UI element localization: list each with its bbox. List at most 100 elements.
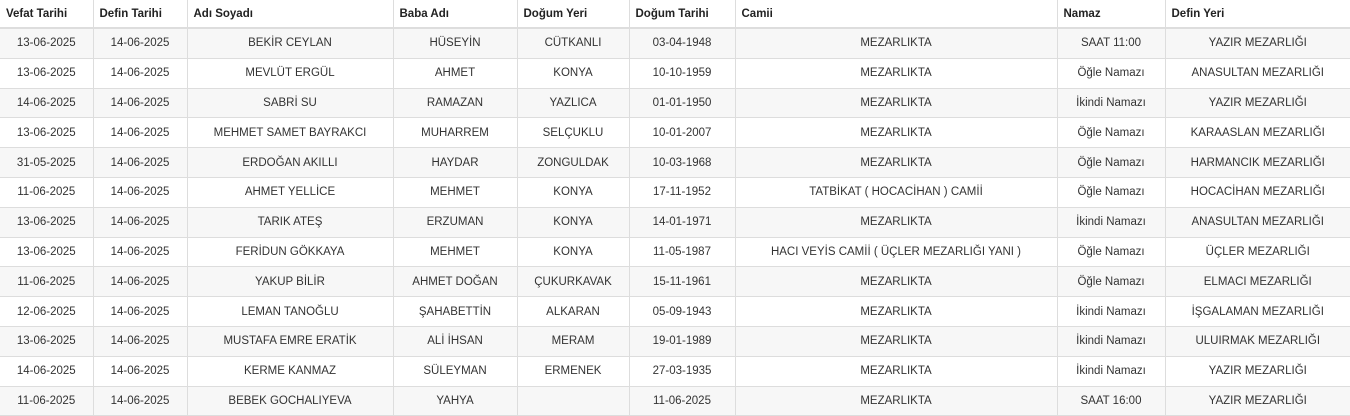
cell-dogum-tarihi: 03-04-1948 [629,28,736,59]
table-row[interactable]: 13-06-2025 14-06-2025 MEHMET SAMET BAYRAKC… [0,117,1350,149]
cell-dogum-yeri: MERAM [517,326,630,357]
cell-camii: MEZARLIKTA [735,326,1058,357]
table-row[interactable]: 11-06-2025 14-06-2025 BEBEK GOCHALIYEVA YAH… [0,386,1350,416]
cell-vefat-tarihi: 31-05-2025 [0,147,94,178]
cell-baba-adi: YAHYA [393,386,518,416]
cell-dogum-tarihi: 17-11-1952 [629,177,736,208]
cell-dogum-tarihi: 14-01-1971 [629,207,736,238]
cell-defin-tarihi: 14-06-2025 [93,88,188,119]
table-row[interactable]: 13-06-2025 14-06-2025 TARIK ATEŞ ERZUMAN KON… [0,207,1350,238]
cell-camii: MEZARLIKTA [735,88,1058,119]
header-camii[interactable]: Camii [735,0,1058,29]
header-defin-yeri[interactable]: Defin Yeri [1165,0,1350,29]
cell-adi-soyadi: BEBEK GOCHALIYEVA [187,386,394,416]
cell-defin-yeri: KARAASLAN MEZARLIĞI [1165,117,1350,149]
cell-defin-yeri: ANASULTAN MEZARLIĞI [1165,207,1350,238]
cell-dogum-yeri: KONYA [517,207,630,238]
cell-dogum-yeri: KONYA [517,177,630,208]
cell-adi-soyadi: SABRİ SU [187,88,394,119]
cell-defin-yeri: YAZIR MEZARLIĞI [1165,356,1350,387]
cell-dogum-yeri: KONYA [517,58,630,89]
cell-baba-adi: RAMAZAN [393,88,518,119]
table-row[interactable]: 14-06-2025 14-06-2025 SABRİ SU RAMAZAN YAZLI… [0,88,1350,119]
cell-dogum-tarihi: 15-11-1961 [629,266,736,298]
header-defin-tarihi[interactable]: Defin Tarihi [93,0,188,29]
cell-baba-adi: MUHARREM [393,117,518,149]
cell-camii: MEZARLIKTA [735,117,1058,149]
cell-vefat-tarihi: 11-06-2025 [0,177,94,208]
cell-namaz: Öğle Namazı [1057,58,1166,89]
cell-defin-tarihi: 14-06-2025 [93,266,188,298]
cell-dogum-tarihi: 10-03-1968 [629,147,736,178]
cell-namaz: İkindi Namazı [1057,356,1166,387]
cell-defin-yeri: İŞGALAMAN MEZARLIĞI [1165,296,1350,327]
cell-vefat-tarihi: 13-06-2025 [0,28,94,59]
cell-defin-yeri: ÜÇLER MEZARLIĞI [1165,237,1350,268]
table-row[interactable]: 14-06-2025 14-06-2025 KERME KANMAZ SÜLEYMAN… [0,356,1350,387]
cell-dogum-yeri: KONYA [517,237,630,268]
cell-dogum-yeri: YAZLICA [517,88,630,119]
cell-dogum-tarihi: 27-03-1935 [629,356,736,387]
cell-vefat-tarihi: 14-06-2025 [0,356,94,387]
cell-baba-adi: HAYDAR [393,147,518,178]
cell-defin-tarihi: 14-06-2025 [93,147,188,178]
cell-defin-tarihi: 14-06-2025 [93,28,188,59]
cell-defin-yeri: YAZIR MEZARLIĞI [1165,28,1350,59]
header-dogum-tarihi[interactable]: Doğum Tarihi [629,0,736,29]
table-row[interactable]: 11-06-2025 14-06-2025 AHMET YELLİCE MEHMET K… [0,177,1350,208]
cell-camii: MEZARLIKTA [735,58,1058,89]
cell-baba-adi: MEHMET [393,177,518,208]
cell-namaz: Öğle Namazı [1057,237,1166,268]
cell-adi-soyadi: YAKUP BİLİR [187,266,394,298]
cell-defin-tarihi: 14-06-2025 [93,117,188,149]
cell-dogum-yeri [517,386,630,416]
cell-defin-tarihi: 14-06-2025 [93,207,188,238]
header-adi-soyadi[interactable]: Adı Soyadı [187,0,394,29]
cell-defin-yeri: ULUIRMAK MEZARLIĞI [1165,326,1350,357]
table-row[interactable]: 13-06-2025 14-06-2025 MEVLÜT ERGÜL AHMET KON… [0,58,1350,89]
cell-namaz: İkindi Namazı [1057,88,1166,119]
cell-dogum-tarihi: 10-01-2007 [629,117,736,149]
cell-adi-soyadi: TARIK ATEŞ [187,207,394,238]
cell-namaz: SAAT 16:00 [1057,386,1166,416]
cell-defin-yeri: YAZIR MEZARLIĞI [1165,386,1350,416]
cell-namaz: İkindi Namazı [1057,326,1166,357]
cell-adi-soyadi: BEKİR CEYLAN [187,28,394,59]
cell-namaz: Öğle Namazı [1057,266,1166,298]
header-vefat-tarihi[interactable]: Vefat Tarihi [0,0,94,29]
cell-adi-soyadi: FERİDUN GÖKKAYA [187,237,394,268]
table-row[interactable]: 11-06-2025 14-06-2025 YAKUP BİLİR AHMET DOĞ… [0,266,1350,298]
table-header-row: Vefat Tarihi Defin Tarihi Adı Soyadı Bab… [0,0,1350,29]
cell-camii: MEZARLIKTA [735,266,1058,298]
cell-vefat-tarihi: 11-06-2025 [0,266,94,298]
cell-dogum-tarihi: 10-10-1959 [629,58,736,89]
cell-adi-soyadi: LEMAN TANOĞLU [187,296,394,327]
cell-adi-soyadi: MEVLÜT ERGÜL [187,58,394,89]
cell-dogum-yeri: ALKARAN [517,296,630,327]
cell-adi-soyadi: MEHMET SAMET BAYRAKCI [187,117,394,149]
table-row[interactable]: 13-06-2025 14-06-2025 BEKİR CEYLAN HÜSEYİN C… [0,28,1350,59]
table-row[interactable]: 13-06-2025 14-06-2025 FERİDUN GÖKKAYA MEHME… [0,237,1350,268]
cell-vefat-tarihi: 13-06-2025 [0,58,94,89]
cell-baba-adi: MEHMET [393,237,518,268]
cell-dogum-tarihi: 11-05-1987 [629,237,736,268]
cell-adi-soyadi: AHMET YELLİCE [187,177,394,208]
cell-dogum-tarihi: 01-01-1950 [629,88,736,119]
cell-camii: HACI VEYİS CAMİİ ( ÜÇLER MEZARLIĞI YANI … [735,237,1058,268]
cell-vefat-tarihi: 11-06-2025 [0,386,94,416]
cell-namaz: İkindi Namazı [1057,207,1166,238]
cell-vefat-tarihi: 13-06-2025 [0,207,94,238]
cell-vefat-tarihi: 13-06-2025 [0,237,94,268]
table-row[interactable]: 31-05-2025 14-06-2025 ERDOĞAN AKILLI HAYDAR… [0,147,1350,178]
cell-namaz: İkindi Namazı [1057,296,1166,327]
table-row[interactable]: 13-06-2025 14-06-2025 MUSTAFA EMRE ERATİK A… [0,326,1350,357]
header-dogum-yeri[interactable]: Doğum Yeri [517,0,630,29]
header-namaz[interactable]: Namaz [1057,0,1166,29]
cell-adi-soyadi: ERDOĞAN AKILLI [187,147,394,178]
cell-defin-tarihi: 14-06-2025 [93,296,188,327]
cell-vefat-tarihi: 13-06-2025 [0,326,94,357]
cell-namaz: Öğle Namazı [1057,147,1166,178]
table-row[interactable]: 12-06-2025 14-06-2025 LEMAN TANOĞLU ŞAHABET… [0,296,1350,327]
header-baba-adi[interactable]: Baba Adı [393,0,518,29]
cell-defin-tarihi: 14-06-2025 [93,58,188,89]
